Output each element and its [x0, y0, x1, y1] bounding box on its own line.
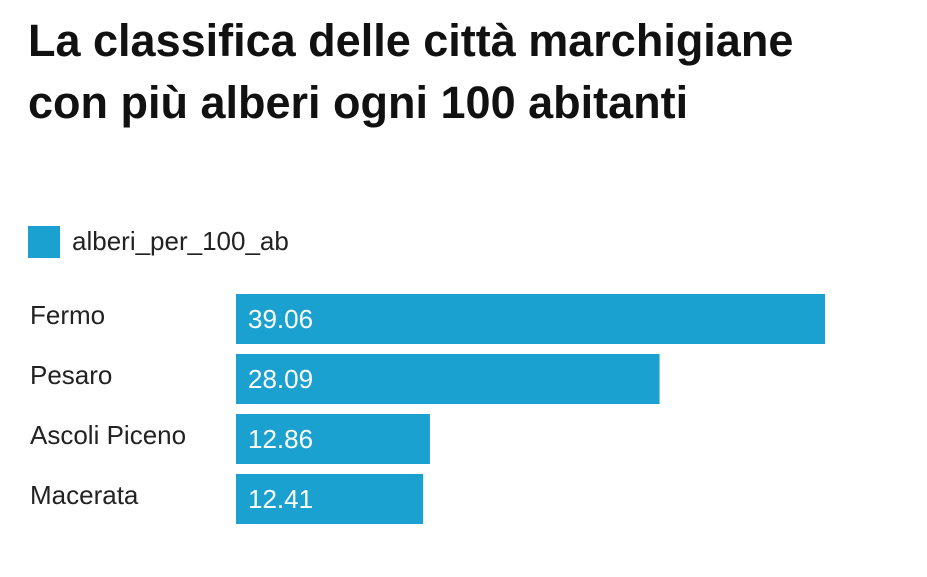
value-label: 28.09 [248, 364, 313, 394]
value-label: 12.41 [248, 484, 313, 514]
legend-swatch [28, 226, 60, 258]
category-label: Fermo [30, 300, 105, 330]
bar [236, 414, 430, 464]
legend-label: alberi_per_100_ab [72, 226, 289, 256]
bar [236, 294, 825, 344]
chart-title: La classifica delle città marchigiane co… [28, 15, 794, 128]
category-label: Macerata [30, 480, 139, 510]
value-label: 39.06 [248, 304, 313, 334]
bar [236, 474, 424, 524]
category-label: Ascoli Piceno [30, 420, 186, 450]
category-label: Pesaro [30, 360, 112, 390]
value-label: 12.86 [248, 424, 313, 454]
bar [236, 354, 660, 404]
